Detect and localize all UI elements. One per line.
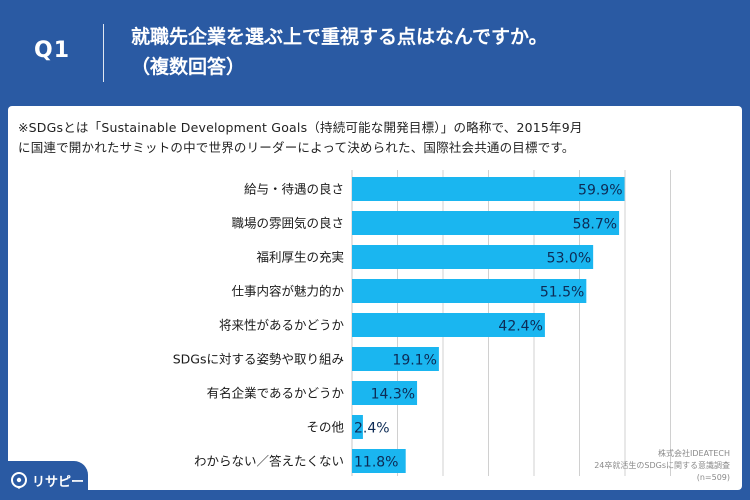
- bar: [352, 381, 418, 405]
- source-credit: 株式会社IDEATECH 24卒就活生のSDGsに関する意識調査 (n=509): [594, 448, 730, 484]
- sdgs-note: ※SDGsとは「Sustainable Development Goals（持続…: [18, 118, 738, 158]
- value-label: 42.4%: [498, 319, 542, 335]
- category-label: 有名企業であるかどうか: [207, 386, 345, 401]
- bar: [352, 177, 625, 201]
- sdgs-note-line2: に国連で開かれたサミットの中で世界のリーダーによって決められた、国際社会共通の目…: [18, 140, 575, 155]
- sdgs-note-line1: ※SDGsとは「Sustainable Development Goals（持続…: [18, 120, 583, 135]
- header-divider: [103, 24, 104, 82]
- credit-survey: 24卒就活生のSDGsに関する意識調査: [594, 461, 730, 470]
- category-label: 給与・待遇の良さ: [244, 182, 344, 197]
- question-title: 就職先企業を選ぶ上で重視する点はなんですか。 （複数回答）: [131, 22, 548, 82]
- bar-layer: [352, 177, 625, 473]
- bar: [352, 313, 545, 337]
- category-label: 仕事内容が魅力的か: [231, 284, 344, 299]
- value-label: 11.8%: [354, 455, 398, 471]
- question-title-line2: （複数回答）: [131, 56, 246, 78]
- bar: [352, 449, 406, 473]
- value-label: 2.4%: [354, 421, 390, 437]
- value-label: 19.1%: [392, 353, 436, 369]
- bar: [352, 415, 363, 439]
- category-label: 職場の雰囲気の良さ: [231, 216, 344, 231]
- chart-panel: ※SDGsとは「Sustainable Development Goals（持続…: [8, 106, 742, 490]
- category-label: 福利厚生の充実: [256, 250, 344, 265]
- bar: [352, 245, 594, 269]
- brand-logo: リサピー: [0, 461, 88, 500]
- bar-chart: 給与・待遇の良さ 59.9% 職場の雰囲気の良さ 58.7% 福利厚生の充実 53.0% 仕…: [173, 170, 671, 476]
- bar: [352, 279, 587, 303]
- category-label: わからない／答えたくない: [194, 454, 344, 469]
- value-label: 51.5%: [540, 285, 584, 301]
- pin-icon: [11, 471, 27, 489]
- credit-sample-size: (n=509): [696, 473, 730, 482]
- question-number: Q1: [34, 38, 71, 63]
- label-layer: 給与・待遇の良さ 59.9% 職場の雰囲気の良さ 58.7% 福利厚生の充実 53.0% 仕…: [173, 182, 623, 471]
- category-label: SDGsに対する姿勢や取り組み: [173, 352, 344, 367]
- bar: [352, 211, 620, 235]
- category-label: その他: [306, 420, 344, 435]
- value-label: 58.7%: [573, 217, 617, 233]
- value-label: 53.0%: [547, 251, 591, 267]
- category-label: 将来性があるかどうか: [219, 318, 345, 333]
- credit-company: 株式会社IDEATECH: [658, 449, 730, 458]
- question-header: Q1 就職先企業を選ぶ上で重視する点はなんですか。 （複数回答）: [0, 0, 750, 104]
- bar: [352, 347, 439, 371]
- value-label: 14.3%: [371, 387, 415, 403]
- value-label: 59.9%: [578, 183, 622, 199]
- brand-logo-text: リサピー: [32, 475, 85, 490]
- question-title-line1: 就職先企業を選ぶ上で重視する点はなんですか。: [131, 26, 548, 48]
